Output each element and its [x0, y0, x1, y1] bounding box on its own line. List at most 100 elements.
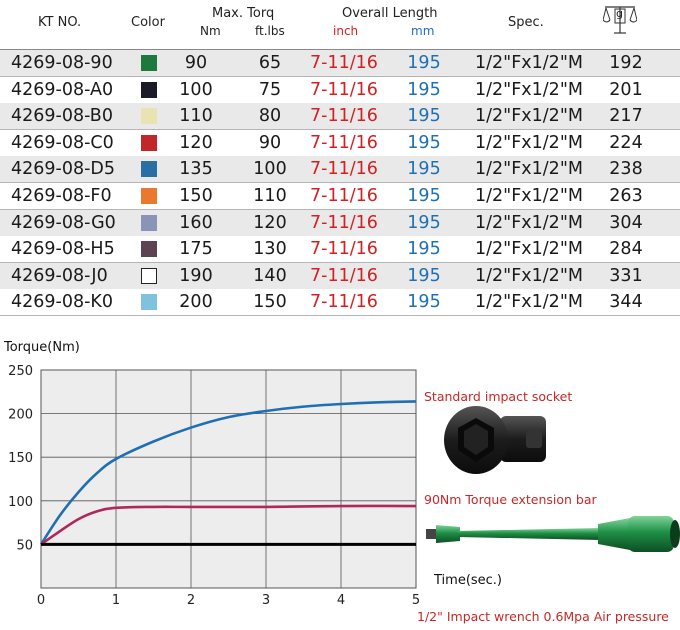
x-tick-label: 4: [337, 593, 345, 608]
color-swatch: [141, 108, 157, 125]
spec-cell: 1/2"Fx1/2"M: [475, 79, 583, 100]
header-ftlbs: ft.lbs: [255, 24, 285, 38]
kt-no-cell: 4269-08-H5: [11, 239, 115, 260]
torque-nm-cell: 175: [179, 239, 213, 260]
y-tick-label: 150: [8, 451, 33, 466]
torque-ftlbs-cell: 120: [253, 212, 287, 233]
spec-cell: 1/2"Fx1/2"M: [475, 53, 583, 73]
length-mm-cell: 195: [407, 132, 441, 153]
kt-no-cell: 4269-08-A0: [11, 79, 114, 100]
weight-cell: 238: [609, 159, 643, 180]
impact-socket-image: [442, 404, 550, 476]
torque-ftlbs-cell: 100: [253, 159, 287, 180]
x-tick-label: 0: [37, 593, 45, 608]
weight-cell: 201: [609, 79, 643, 100]
header-spec: Spec.: [508, 15, 544, 30]
header-inch: inch: [333, 24, 359, 38]
length-inch-cell: 7-11/16: [310, 186, 378, 206]
kt-no-cell: 4269-08-K0: [11, 292, 114, 313]
row-divider: [0, 315, 680, 317]
torque-nm-cell: 110: [179, 106, 213, 127]
weight-cell: 344: [609, 292, 643, 313]
torque-ftlbs-cell: 150: [253, 292, 287, 313]
weight-cell: 224: [609, 132, 643, 153]
length-inch-cell: 7-11/16: [310, 239, 378, 260]
row-divider: [0, 129, 680, 131]
length-mm-cell: 195: [407, 292, 441, 313]
table-row: 4269-08-D5 135 100 7-11/16 195 1/2"Fx1/2"M 238: [0, 156, 680, 184]
header-max-torq: Max. Torq: [212, 6, 275, 21]
row-divider: [0, 182, 680, 184]
length-mm-cell: 195: [407, 265, 441, 286]
table-row: 4269-08-G0 160 120 7-11/16 195 1/2"Fx1/2"M 304: [0, 209, 680, 237]
torque-ftlbs-cell: 110: [253, 186, 287, 206]
header-kt-no: KT NO.: [38, 15, 82, 30]
color-swatch: [141, 81, 157, 98]
row-divider: [0, 102, 680, 104]
kt-no-cell: 4269-08-F0: [11, 186, 112, 206]
y-tick-label: 200: [8, 408, 33, 423]
header-rule: [0, 49, 680, 50]
length-inch-cell: 7-11/16: [310, 212, 378, 233]
weight-cell: 284: [609, 239, 643, 260]
torque-ftlbs-cell: 90: [258, 132, 282, 153]
color-swatch: [141, 161, 157, 178]
row-divider: [0, 155, 680, 157]
table-row: 4269-08-A0 100 75 7-11/16 195 1/2"Fx1/2"M 201: [0, 76, 680, 104]
color-swatch: [141, 294, 157, 311]
spec-cell: 1/2"Fx1/2"M: [475, 132, 583, 153]
torque-nm-cell: 200: [179, 292, 213, 313]
spec-cell: 1/2"Fx1/2"M: [475, 239, 583, 260]
torque-chart: 0 1 2 3 4 5 50 100 150 200 250 Torque(Nm) Time(sec.): [3, 340, 502, 608]
row-divider: [0, 262, 680, 264]
y-tick-label: 100: [8, 495, 33, 510]
chart-note: 1/2" Impact wrench 0.6Mpa Air pressure: [417, 609, 669, 624]
kt-no-cell: 4269-08-B0: [11, 106, 113, 127]
spec-cell: 1/2"Fx1/2"M: [475, 265, 583, 286]
weight-cell: 331: [609, 265, 643, 286]
scale-icon: g: [602, 3, 638, 35]
torque-nm-cell: 150: [179, 186, 213, 206]
weight-cell: 217: [609, 106, 643, 127]
spec-cell: 1/2"Fx1/2"M: [475, 292, 583, 313]
length-mm-cell: 195: [407, 106, 441, 127]
header-color: Color: [131, 15, 165, 30]
x-tick-label: 1: [112, 593, 120, 608]
table-row: 4269-08-C0 120 90 7-11/16 195 1/2"Fx1/2"M 224: [0, 129, 680, 157]
table-row: 4269-08-J0 190 140 7-11/16 195 1/2"Fx1/2"M 331: [0, 262, 680, 290]
standard-socket-series-line: [39, 400, 417, 546]
length-inch-cell: 7-11/16: [310, 132, 378, 153]
x-tick-label: 5: [412, 593, 420, 608]
length-mm-cell: 195: [407, 79, 441, 100]
torque-nm-cell: 90: [184, 53, 208, 73]
extension-bar-series-line: [40, 504, 417, 546]
torque-nm-cell: 100: [179, 79, 213, 100]
torque-nm-cell: 120: [179, 132, 213, 153]
x-tick-label: 2: [187, 593, 195, 608]
row-divider: [0, 209, 680, 210]
torque-nm-cell: 160: [179, 212, 213, 233]
kt-no-cell: 4269-08-C0: [11, 132, 114, 153]
length-mm-cell: 195: [407, 212, 441, 233]
table-row: 4269-08-90 90 65 7-11/16 195 1/2"Fx1/2"M 192: [0, 50, 680, 77]
color-swatch: [141, 241, 157, 258]
kt-no-cell: 4269-08-G0: [11, 212, 116, 233]
y-tick-label: 250: [8, 364, 33, 379]
color-swatch: [141, 134, 157, 151]
color-swatch: [141, 267, 157, 284]
y-axis-title: Torque(Nm): [3, 340, 80, 355]
torque-ftlbs-cell: 80: [258, 106, 282, 127]
table-row: 4269-08-K0 200 150 7-11/16 195 1/2"Fx1/2"M 344: [0, 289, 680, 317]
weight-unit: g: [616, 7, 623, 20]
length-mm-cell: 195: [407, 159, 441, 180]
length-inch-cell: 7-11/16: [310, 292, 378, 313]
spec-cell: 1/2"Fx1/2"M: [475, 159, 583, 180]
kt-no-cell: 4269-08-90: [11, 53, 113, 73]
color-swatch: [141, 214, 157, 231]
length-inch-cell: 7-11/16: [310, 265, 378, 286]
header-nm: Nm: [200, 24, 221, 38]
table-row: 4269-08-F0 150 110 7-11/16 195 1/2"Fx1/2"M 263: [0, 183, 680, 210]
plot-area: [40, 369, 417, 589]
row-divider: [0, 76, 680, 77]
extension-bar-image: [424, 512, 680, 556]
